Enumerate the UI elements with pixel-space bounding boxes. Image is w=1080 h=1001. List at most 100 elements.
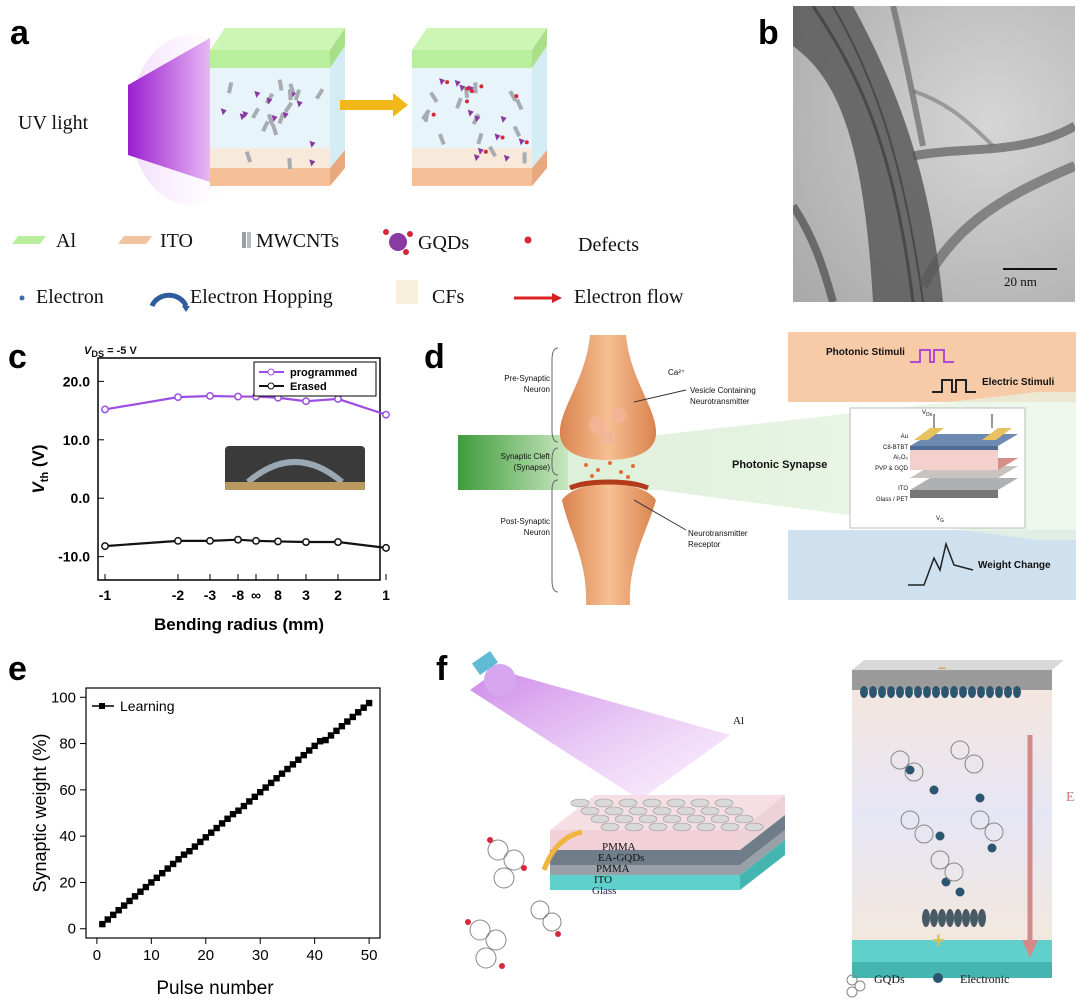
al-disc	[652, 806, 672, 816]
defect-dot	[483, 149, 488, 154]
legend-electron-icon	[19, 295, 25, 301]
al-disc	[594, 798, 614, 808]
electron-sphere	[887, 686, 895, 698]
gqd-particle	[473, 154, 480, 162]
device-layer-labels: Au C8-BTBT Al₂O₃ PVP & GQD ITO Glass / P…	[860, 432, 908, 505]
al-disc	[662, 814, 682, 824]
al-disc	[710, 814, 730, 824]
al-disc	[676, 806, 696, 816]
data-point	[110, 911, 117, 919]
electron-sphere	[959, 686, 967, 698]
nanotube	[266, 113, 275, 126]
layer-glass-pet: Glass / PET	[875, 496, 908, 503]
data-point	[278, 770, 286, 777]
x-tick-label: 30	[252, 947, 269, 964]
nanotube	[287, 89, 293, 101]
data-point	[137, 888, 144, 895]
zoom-arrow	[541, 829, 583, 871]
x-tick-label: 0	[93, 947, 101, 964]
x-tick-label: 10	[143, 947, 160, 964]
legend-label: Erased	[290, 381, 327, 393]
electron-spheres	[860, 686, 1021, 927]
data-point	[262, 784, 269, 791]
al-disc	[690, 798, 710, 808]
nanotube	[423, 110, 430, 123]
legend-ito-text: ITO	[160, 230, 193, 252]
gqd-particle	[459, 84, 466, 92]
data-point	[218, 820, 226, 827]
defect-dot	[464, 99, 469, 104]
f-layer-ea-gqds: EA-GQDs	[598, 852, 645, 864]
electron-sphere	[905, 765, 915, 775]
al-disc	[590, 814, 610, 824]
al-disc	[696, 822, 716, 832]
al-electrode-discs	[570, 798, 764, 832]
data-point	[274, 537, 282, 546]
x-axis-label: Pulse number	[156, 978, 274, 998]
x-tick-label: -2	[172, 587, 185, 603]
data-point	[120, 902, 128, 909]
electron-sphere	[978, 909, 986, 927]
y-tick-label: 20.0	[63, 373, 90, 389]
y-tick-label: 40	[59, 828, 76, 845]
electron-sphere	[932, 686, 940, 698]
data-point	[284, 765, 291, 773]
nanotube	[261, 120, 270, 133]
gqd-particle	[254, 90, 261, 98]
electron-sphere	[975, 793, 985, 803]
electron-sphere	[922, 909, 930, 927]
nanotube	[522, 152, 527, 164]
data-point	[229, 810, 237, 818]
layer-au: Au	[900, 434, 908, 440]
data-point	[360, 704, 367, 711]
data-point	[246, 798, 253, 805]
x-tick-label: -8	[232, 587, 245, 603]
gqd-particle	[518, 138, 525, 146]
legend-marker	[267, 368, 275, 376]
data-point	[169, 860, 177, 868]
y-axis-label: Vth (V)	[29, 444, 51, 493]
photonic-synapse-device	[849, 407, 1026, 529]
nanotube	[438, 133, 446, 146]
electron-sphere	[950, 686, 958, 698]
al-disc	[600, 822, 620, 832]
defect-dot	[524, 140, 529, 145]
series-line-erased	[104, 538, 387, 549]
legend-gqds-icon-f	[846, 974, 866, 998]
legend-electron-text: Electron	[36, 286, 104, 308]
f-layer-labels: PMMA EA-GQDs PMMA ITO Glass	[592, 842, 644, 897]
x-tick-label: -1	[99, 587, 112, 603]
panel-label-e: e	[8, 650, 27, 688]
gqd-particle	[271, 114, 278, 122]
panel-label-d: d	[424, 338, 445, 376]
data-point	[344, 718, 351, 725]
data-point	[234, 392, 242, 401]
data-point	[322, 736, 329, 744]
weight-change-spike-icon	[908, 541, 974, 586]
legend-marker	[99, 703, 105, 709]
legend-al-icon	[12, 236, 46, 244]
al-disc	[624, 822, 644, 832]
data-point	[213, 824, 220, 832]
electron-sphere	[860, 686, 868, 698]
al-disc	[724, 806, 744, 816]
legend-label: Learning	[120, 698, 175, 714]
f-e-label: E	[1066, 790, 1075, 805]
data-point	[311, 742, 318, 750]
legend-defects-icon	[524, 236, 532, 244]
data-point	[115, 907, 122, 914]
electron-sphere	[941, 877, 951, 887]
legend-electron-hopping-icon	[149, 292, 189, 308]
gqd-particle	[494, 133, 501, 141]
light-bulb-icon	[484, 664, 516, 696]
electron-sphere	[878, 686, 886, 698]
data-point	[175, 856, 182, 863]
light-bulb-base-icon	[471, 650, 499, 676]
defect-dot	[469, 89, 474, 94]
gqd-particle	[503, 154, 510, 162]
layer-c8btbt: C8-BTBT	[882, 444, 908, 451]
synaptic-cleft-band	[458, 435, 568, 490]
gqd-particle	[242, 111, 249, 119]
electron-sphere	[946, 909, 954, 927]
nanotube	[244, 150, 253, 163]
